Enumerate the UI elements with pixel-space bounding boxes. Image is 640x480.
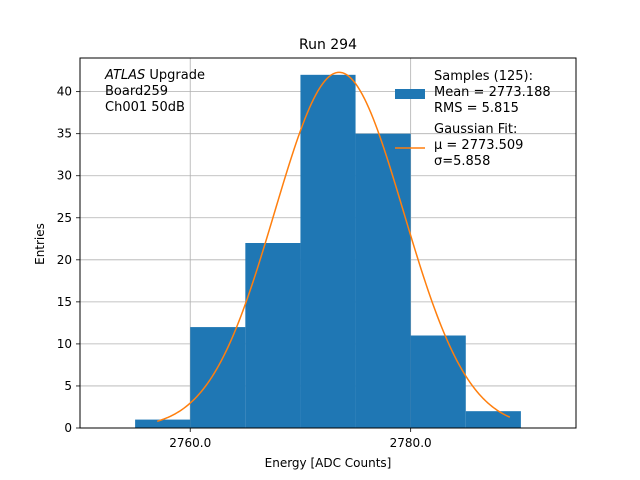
x-tick-label-0: 2760.0 [169,436,211,450]
y-axis-label: Entries [33,223,47,265]
legend-hist-swatch [395,89,425,99]
histogram-bar-5 [410,335,466,428]
histogram-bar-0 [135,419,191,428]
annotation-line-1: Board259 [105,84,168,99]
y-tick-label-8: 40 [57,85,72,99]
annotation-line-0: ATLAS Upgrade [104,68,205,83]
legend-hist-line-0: Samples (125): [434,69,533,84]
y-tick-label-7: 35 [57,127,72,141]
legend: Samples (125): Mean = 2773.188 RMS = 5.8… [395,69,551,169]
axis-ticks: 0 5 10 15 20 25 30 35 40 2760.0 2780.0 [57,85,432,450]
x-tick-label-1: 2780.0 [390,436,432,450]
histogram-bar-1 [190,327,246,428]
histogram-bar-2 [245,243,301,428]
y-tick-label-2: 10 [57,337,72,351]
histogram-bar-3 [300,74,356,429]
chart-title: Run 294 [299,37,357,53]
y-tick-label-1: 5 [64,379,72,393]
legend-fit-line-0: Gaussian Fit: [434,122,517,137]
axes-frame [79,57,577,429]
y-tick-label-5: 25 [57,211,72,225]
y-tick-label-6: 30 [57,169,72,183]
y-tick-label-0: 0 [64,421,72,435]
histogram-bars [135,74,521,429]
y-tick-label-3: 15 [57,295,72,309]
run-annotation: ATLAS Upgrade Board259 Ch001 50dB [104,68,205,115]
x-axis-label: Energy [ADC Counts] [265,456,392,470]
histogram-bar-6 [465,411,521,428]
annotation-line-2: Ch001 50dB [105,100,185,115]
histogram-bar-4 [355,133,411,428]
legend-hist-line-1: Mean = 2773.188 [434,85,551,100]
legend-fit-line-1: μ = 2773.509 [434,138,523,153]
gaussian-fit [156,71,511,423]
legend-hist-line-2: RMS = 5.815 [434,101,519,116]
y-tick-label-4: 20 [57,253,72,267]
fit-curve [156,71,511,423]
legend-fit-line-2: σ=5.858 [434,154,490,169]
